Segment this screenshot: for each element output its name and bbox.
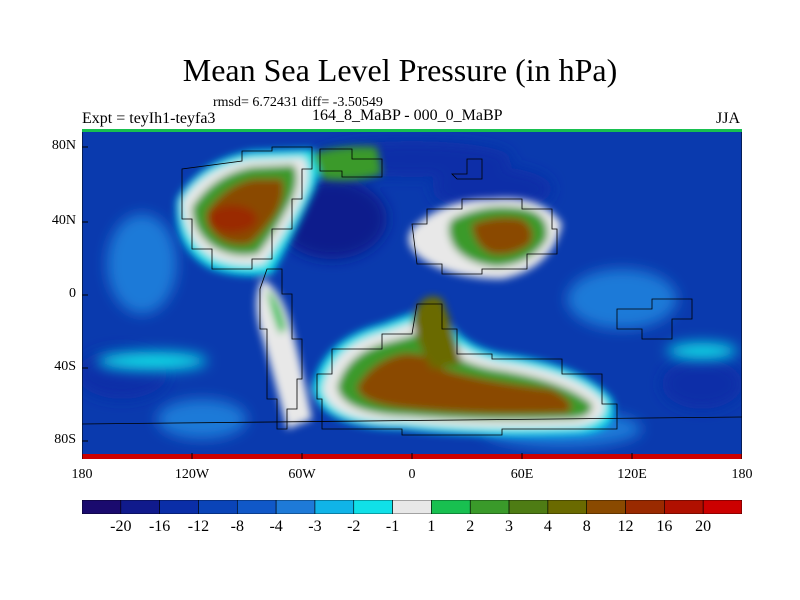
lat-tick-label: 40S: [54, 359, 76, 374]
colorbar-swatch: [198, 500, 238, 514]
colorbar-swatch: [431, 500, 471, 514]
colorbar-label: -2: [347, 518, 361, 535]
colorbar-swatch: [469, 500, 510, 514]
colorbar-swatch: [82, 500, 122, 514]
colorbar-label: 4: [543, 518, 552, 535]
colorbar-label: 3: [505, 518, 514, 535]
colorbar-swatch: [508, 500, 549, 514]
lon-tick-label: 180: [71, 467, 93, 482]
colorbar-label: 20: [695, 518, 712, 535]
colorbar-swatch: [353, 500, 393, 514]
coastline-outlines: [82, 146, 742, 436]
season-label: JJA: [716, 110, 741, 127]
lat-tick-label: 80S: [54, 432, 76, 447]
colorbar: [82, 500, 742, 514]
lon-tick-label: 60W: [288, 467, 316, 482]
colorbar-label: -12: [187, 518, 210, 535]
colorbar-label: -20: [110, 518, 132, 535]
lon-tick-label: 180: [731, 467, 753, 482]
lat-tick-label: 40N: [51, 213, 76, 228]
continent-highs: [176, 146, 614, 436]
lon-tick-label: 120W: [174, 467, 210, 482]
colorbar-label: 8: [582, 518, 591, 535]
colorbar-swatch: [625, 500, 665, 514]
colorbar-label: -8: [230, 518, 244, 535]
colorbar-swatch: [314, 500, 355, 514]
colorbar-label: 12: [617, 518, 634, 535]
colorbar-swatch: [547, 500, 588, 514]
colorbar-swatch: [120, 500, 160, 514]
colorbar-swatch: [664, 500, 704, 514]
colorbar-label: 1: [427, 518, 436, 535]
colorbar-swatch: [392, 500, 432, 514]
colorbar-label: -16: [148, 518, 171, 535]
colorbar-swatch: [586, 500, 626, 514]
lat-tick-label: 80N: [51, 138, 76, 153]
colorbar-label: -3: [308, 518, 322, 535]
colorbar-label: 16: [656, 518, 673, 535]
stats-label: rmsd= 6.72431 diff= -3.50549: [213, 95, 383, 110]
colorbar-swatch: [275, 500, 316, 514]
axis-ticks: [82, 146, 742, 459]
lon-tick-label: 0: [408, 467, 416, 482]
experiment-label: Expt = teyIh1-teyfa3: [82, 110, 216, 127]
colorbar-swatch: [236, 500, 277, 514]
pressure-map: [82, 129, 742, 459]
colorbar-swatch: [159, 500, 199, 514]
colorbar-label: -4: [269, 518, 283, 535]
colorbar-label: 2: [466, 518, 475, 535]
lon-tick-label: 120E: [617, 467, 647, 482]
lon-tick-label: 60E: [510, 467, 534, 482]
map-title: Mean Sea Level Pressure (in hPa): [182, 52, 618, 88]
colorbar-label: -1: [385, 518, 400, 535]
period-label: 164_8_MaBP - 000_0_MaBP: [312, 107, 503, 124]
colorbar-swatch: [702, 500, 742, 514]
lat-tick-label: 0: [69, 286, 76, 301]
